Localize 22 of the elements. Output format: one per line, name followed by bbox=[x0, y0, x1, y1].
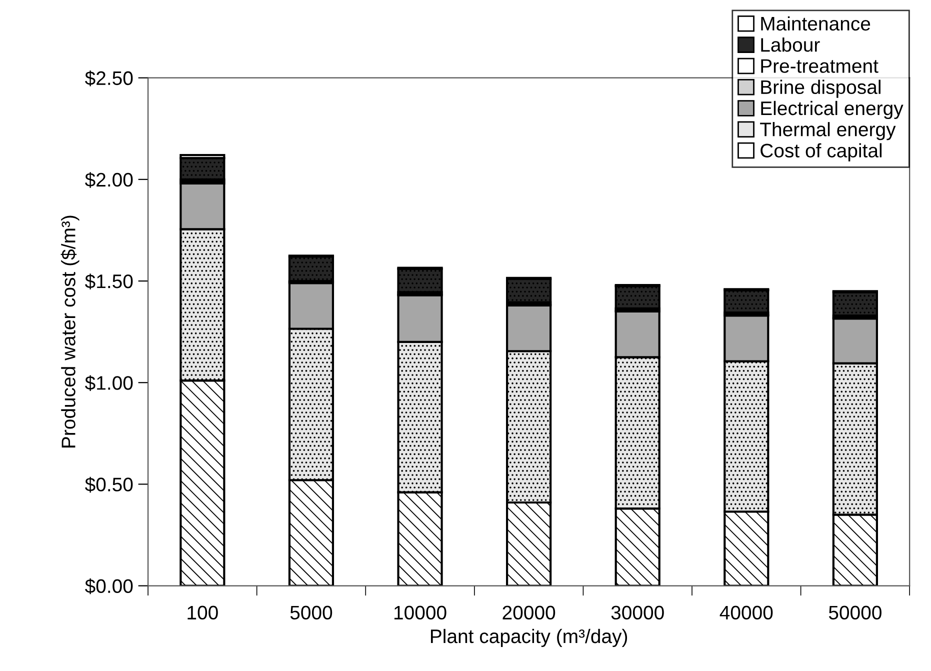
x-tick-label: 30000 bbox=[611, 606, 664, 620]
x-tick-label: 10000 bbox=[394, 606, 446, 620]
x-tick-label: 20000 bbox=[502, 606, 556, 620]
legend-label: Thermal energy bbox=[760, 122, 896, 140]
y-tick-label: $1.00 bbox=[85, 375, 133, 391]
legend-label: Pre-treatment bbox=[761, 59, 878, 73]
legend-label: Brine disposal bbox=[761, 80, 880, 98]
y-tick-label: $0.50 bbox=[85, 476, 133, 493]
y-tick-label: $1.50 bbox=[85, 274, 133, 290]
legend-label: Labour bbox=[761, 37, 820, 52]
legend-label: Maintenance bbox=[761, 16, 870, 31]
x-tick-label: 40000 bbox=[720, 606, 773, 620]
x-tick-label: 100 bbox=[188, 606, 218, 620]
legend-label: Cost of capital bbox=[760, 143, 882, 162]
x-axis-title: Plant capacity (m³/day) bbox=[430, 628, 628, 648]
x-tick-label: 5000 bbox=[290, 606, 332, 620]
y-axis-title: Produced water cost ($/m³) bbox=[60, 216, 80, 448]
x-tick-label: 50000 bbox=[828, 606, 882, 620]
y-tick-label: $0.00 bbox=[85, 578, 133, 594]
y-tick-label: $2.50 bbox=[85, 70, 133, 86]
y-tick-label: $2.00 bbox=[85, 172, 133, 188]
legend-label: Electrical energy bbox=[761, 100, 904, 120]
